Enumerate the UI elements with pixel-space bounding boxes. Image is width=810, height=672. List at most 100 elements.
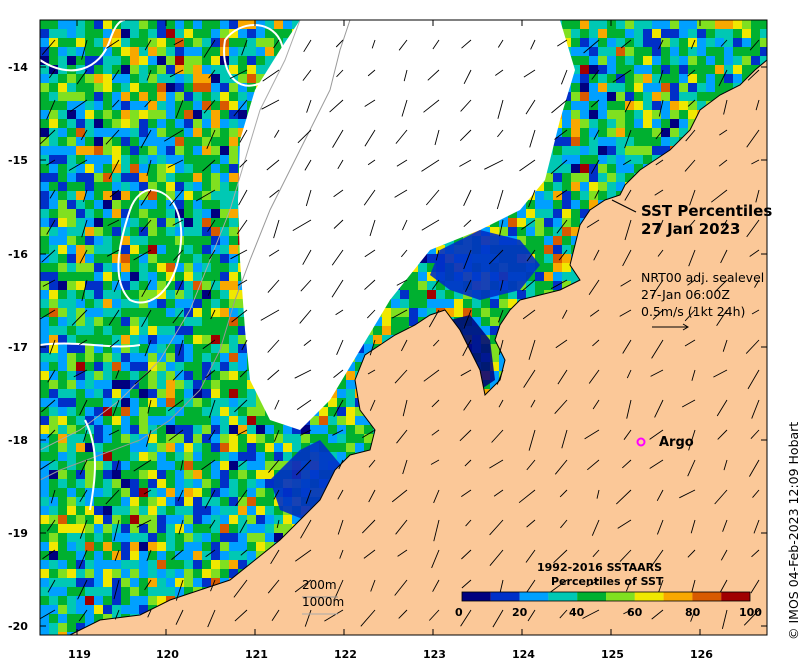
sst-cell xyxy=(220,119,229,128)
sst-cell xyxy=(202,29,211,38)
sst-cell xyxy=(157,380,166,389)
sst-cell xyxy=(265,38,274,47)
sst-cell xyxy=(661,146,670,155)
sst-cell xyxy=(193,173,202,182)
sst-cell xyxy=(130,200,139,209)
sst-cell xyxy=(571,191,580,200)
sst-cell xyxy=(103,380,112,389)
sst-cell xyxy=(229,56,238,65)
sst-cell xyxy=(652,110,661,119)
sst-cell xyxy=(166,173,175,182)
sst-cell xyxy=(202,119,211,128)
sst-cell xyxy=(562,227,571,236)
sst-cell xyxy=(121,227,130,236)
sst-cell xyxy=(193,47,202,56)
sst-cell xyxy=(562,236,571,245)
sst-cell xyxy=(220,569,229,578)
sst-cell xyxy=(58,146,67,155)
sst-cell xyxy=(220,65,229,74)
sst-cell xyxy=(112,38,121,47)
sst-cell xyxy=(148,461,157,470)
sst-cell xyxy=(508,290,517,299)
sst-cell xyxy=(58,200,67,209)
sst-cell xyxy=(148,398,157,407)
sst-cell xyxy=(166,209,175,218)
sst-cell xyxy=(121,479,130,488)
sst-cell xyxy=(337,425,346,434)
sst-cell xyxy=(265,533,274,542)
sst-cell xyxy=(571,128,580,137)
sst-cell xyxy=(103,272,112,281)
sst-cell xyxy=(220,389,229,398)
sst-cell xyxy=(418,308,427,317)
sst-cell xyxy=(409,317,418,326)
sst-cell xyxy=(499,227,508,236)
sst-cell xyxy=(508,218,517,227)
sst-cell xyxy=(49,146,58,155)
sst-cell xyxy=(193,263,202,272)
sst-cell xyxy=(238,443,247,452)
sst-cell xyxy=(94,317,103,326)
sst-cell xyxy=(751,29,760,38)
sst-cell xyxy=(184,20,193,29)
sst-cell xyxy=(211,173,220,182)
sst-cell xyxy=(94,515,103,524)
sst-cell xyxy=(616,92,625,101)
sst-cell xyxy=(256,29,265,38)
sst-cell xyxy=(76,164,85,173)
sst-cell xyxy=(670,47,679,56)
sst-cell xyxy=(751,47,760,56)
sst-cell xyxy=(688,47,697,56)
sst-cell xyxy=(184,38,193,47)
sst-cell xyxy=(49,434,58,443)
sst-cell xyxy=(157,407,166,416)
sst-cell xyxy=(193,200,202,209)
sst-cell xyxy=(175,20,184,29)
sst-cell xyxy=(544,227,553,236)
sst-cell xyxy=(562,29,571,38)
sst-cell xyxy=(148,182,157,191)
sst-cell xyxy=(184,128,193,137)
sst-cell xyxy=(616,38,625,47)
sst-cell xyxy=(193,20,202,29)
sst-cell xyxy=(256,452,265,461)
sst-cell xyxy=(229,434,238,443)
sst-cell xyxy=(220,137,229,146)
sst-cell xyxy=(229,407,238,416)
sst-cell xyxy=(130,137,139,146)
sst-cell xyxy=(580,110,589,119)
sst-cell xyxy=(211,389,220,398)
sst-cell xyxy=(148,497,157,506)
sst-cell xyxy=(265,506,274,515)
sst-cell xyxy=(211,434,220,443)
sst-cell xyxy=(202,434,211,443)
sst-cell xyxy=(220,434,229,443)
sst-cell xyxy=(670,74,679,83)
sst-cell xyxy=(157,362,166,371)
sst-cell xyxy=(112,416,121,425)
sst-cell xyxy=(121,65,130,74)
sst-cell xyxy=(202,479,211,488)
sst-cell xyxy=(85,20,94,29)
sst-cell xyxy=(49,515,58,524)
sst-cell xyxy=(418,272,427,281)
sst-cell xyxy=(112,407,121,416)
sst-cell xyxy=(157,416,166,425)
sst-cell xyxy=(85,164,94,173)
sst-cell xyxy=(571,182,580,191)
sst-cell xyxy=(580,29,589,38)
sst-cell xyxy=(670,56,679,65)
sst-cell xyxy=(166,191,175,200)
sst-cell xyxy=(220,506,229,515)
sst-cell xyxy=(625,164,634,173)
sst-cell xyxy=(49,344,58,353)
sst-cell xyxy=(616,146,625,155)
sst-cell xyxy=(166,56,175,65)
sst-cell xyxy=(625,74,634,83)
sst-cell xyxy=(571,209,580,218)
sst-cell xyxy=(148,551,157,560)
sst-cell xyxy=(103,164,112,173)
sst-cell xyxy=(211,200,220,209)
sst-cell xyxy=(103,263,112,272)
sst-cell xyxy=(76,452,85,461)
